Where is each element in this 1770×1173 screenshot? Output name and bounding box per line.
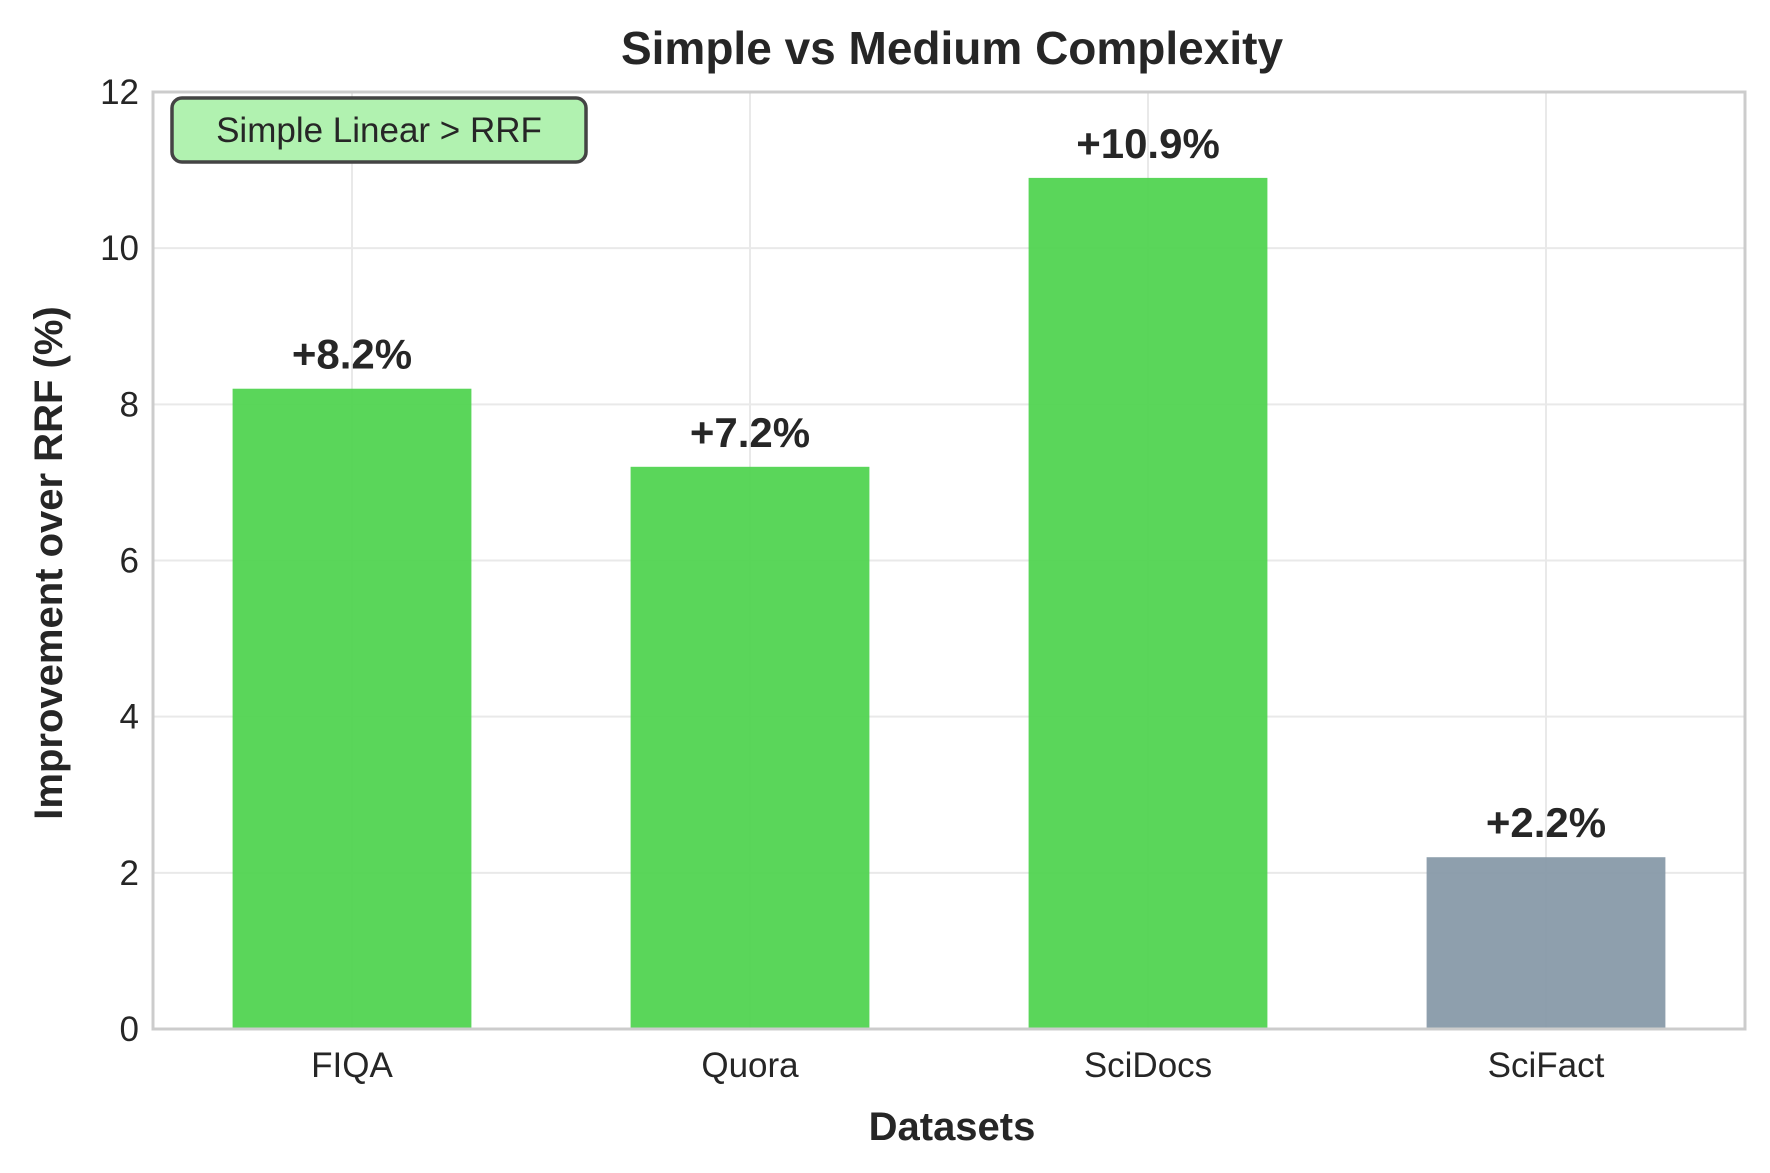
y-tick-label: 10 [100,229,139,268]
y-axis-label: Improvement over RRF (%) [27,306,71,819]
y-tick-labels: 0 2 4 6 8 10 12 [100,73,139,1049]
chart-title: Simple vs Medium Complexity [621,22,1283,74]
bar-quora [630,466,870,1029]
data-label: +2.2% [1486,799,1606,846]
annotation-text: Simple Linear > RRF [216,111,542,150]
bars [232,177,1666,1029]
y-tick-label: 4 [120,698,139,737]
x-tick-label: Quora [701,1046,799,1085]
x-tick-label: SciFact [1488,1046,1605,1085]
x-axis-label: Datasets [869,1105,1036,1149]
annotation-box: Simple Linear > RRF [170,96,588,164]
x-tick-labels: FIQA Quora SciDocs SciFact [311,1046,1604,1085]
data-labels: +8.2% +7.2% +10.9% +2.2% [292,120,1606,846]
y-tick-label: 8 [120,385,139,424]
plot-frame [151,90,1747,1031]
data-label: +8.2% [292,331,412,378]
data-label: +7.2% [690,409,810,456]
x-tick-label: SciDocs [1084,1046,1212,1085]
annotation-background [170,96,588,164]
data-label: +10.9% [1076,120,1220,167]
y-tick-label: 0 [120,1010,139,1049]
bar-fiqa [232,388,472,1029]
y-tick-label: 6 [120,542,139,581]
bar-scidocs [1028,177,1268,1029]
y-tick-label: 12 [100,73,139,112]
x-tick-label: FIQA [311,1046,393,1085]
bar-scifact [1426,857,1666,1029]
y-tick-label: 2 [120,854,139,893]
